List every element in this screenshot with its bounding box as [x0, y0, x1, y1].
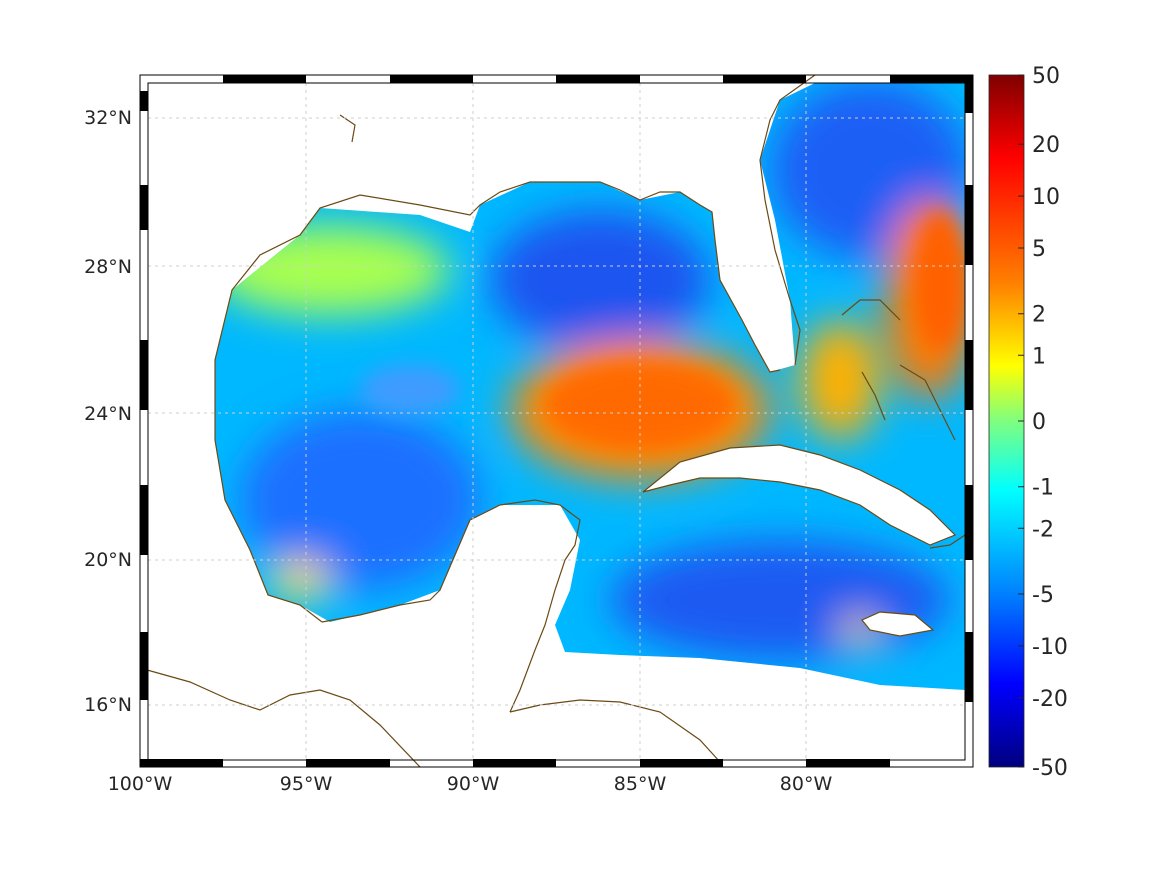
colorbar-tick-label: -5: [1032, 583, 1054, 608]
lat-tick-labels: 16°N 20°N 24°N 28°N 32°N: [84, 107, 132, 716]
colorbar-tick-label: -10: [1032, 635, 1068, 660]
coastlines: [139, 74, 966, 768]
coastline-hispaniola: [929, 534, 966, 549]
colorbar-tick-label: 10: [1032, 185, 1060, 210]
graticule: [148, 83, 965, 760]
colorbar-tick-label: 0: [1032, 410, 1046, 435]
colorbar-tick-label: 50: [1032, 64, 1060, 89]
lon-tick-label: 80°W: [780, 773, 833, 795]
colorbar-tick-label: 20: [1032, 133, 1060, 158]
jamaica: [862, 612, 933, 636]
lat-tick-label: 32°N: [84, 107, 132, 129]
colorbar-tick-label: 1: [1032, 344, 1046, 369]
lat-tick-label: 20°N: [84, 549, 132, 571]
lon-tick-label: 85°W: [614, 773, 667, 795]
colorbar-tick-label: -2: [1032, 517, 1054, 542]
lat-tick-label: 24°N: [84, 403, 132, 425]
coastline-yucatan: [321, 499, 581, 713]
colorbar-tick-label: -20: [1032, 687, 1068, 712]
colorbar-tick-label: -1: [1032, 476, 1054, 501]
lat-tick-label: 28°N: [84, 256, 132, 278]
lon-tick-labels: 100°W 95°W 90°W 85°W 80°W: [108, 773, 833, 795]
map-frame: [139, 74, 974, 768]
lon-tick-label: 100°W: [108, 773, 173, 795]
coastline-mexico: [214, 181, 781, 623]
cuba: [643, 445, 955, 545]
lon-tick-label: 90°W: [447, 773, 500, 795]
lon-tick-label: 95°W: [280, 773, 333, 795]
colorbar-tick-label: 2: [1032, 303, 1046, 328]
coastline-cuba: [642, 444, 957, 546]
land-masses: [643, 445, 955, 636]
coastline-gulf: [139, 667, 421, 768]
colorbar-tick-label: 5: [1032, 237, 1046, 262]
lat-tick-label: 16°N: [84, 694, 132, 716]
coastline-florida-east: [759, 74, 816, 366]
coastline-jamaica: [861, 611, 935, 637]
map-panel: 100°W 95°W 90°W 85°W 80°W 16°N 20°N 24°N…: [84, 74, 974, 795]
coastline-bahamas: [841, 299, 956, 441]
colorbar-tick-label: -50: [1032, 756, 1068, 781]
